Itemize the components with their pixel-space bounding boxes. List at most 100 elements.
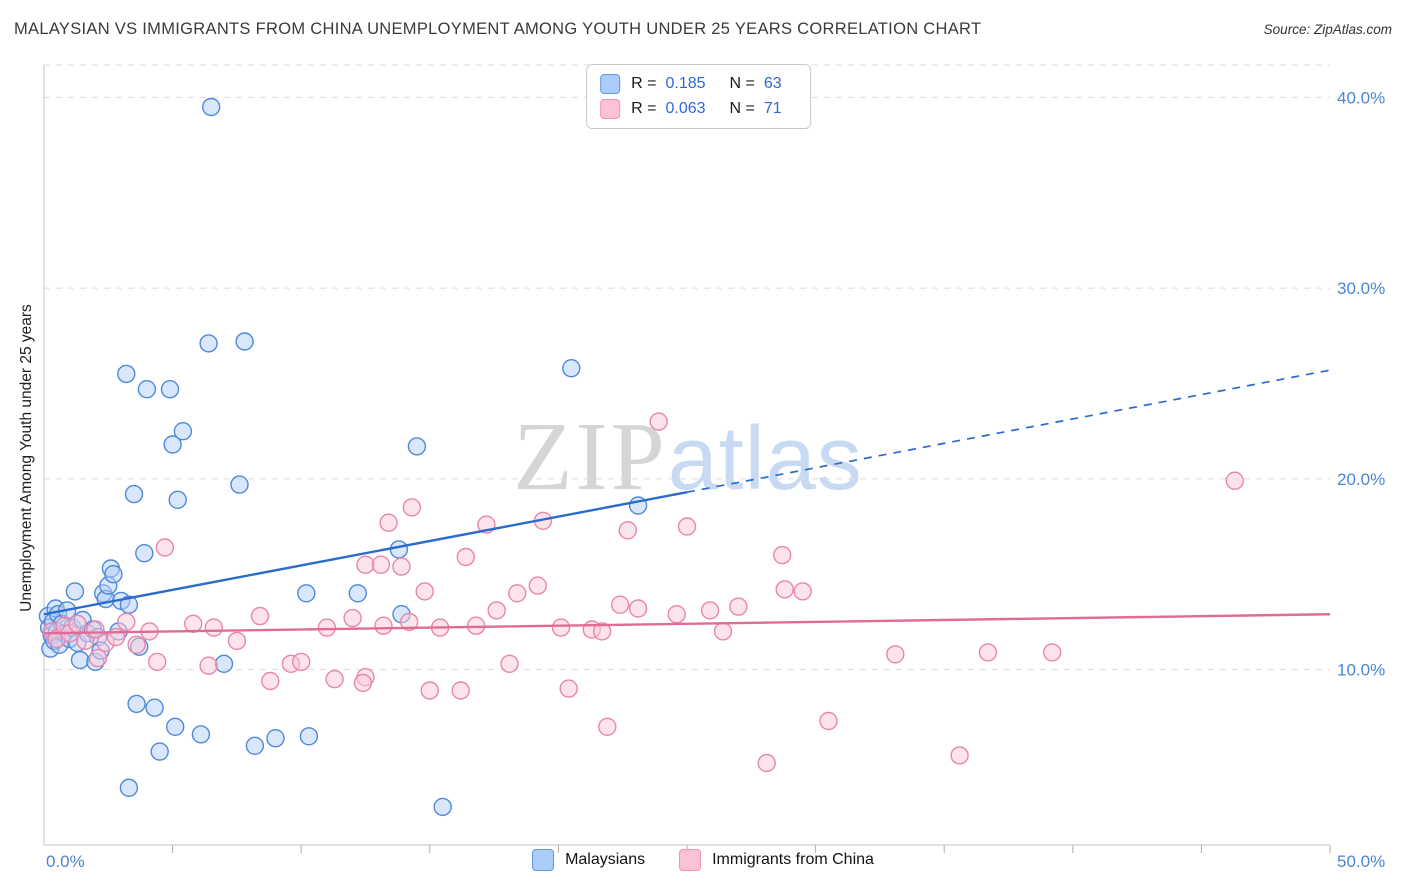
point-immigrants-from-china	[451, 681, 470, 700]
point-immigrants-from-china	[508, 584, 527, 603]
point-immigrants-from-china	[677, 517, 697, 536]
point-malaysians	[135, 544, 154, 563]
point-immigrants-from-china	[592, 622, 612, 641]
point-malaysians	[124, 484, 144, 504]
point-immigrants-from-china	[559, 679, 578, 698]
point-immigrants-from-china	[261, 671, 280, 691]
point-immigrants-from-china	[147, 652, 167, 672]
malaysians-swatch-icon	[532, 849, 555, 871]
legend-label: Malaysians	[565, 851, 646, 868]
point-malaysians	[127, 694, 146, 714]
source-credit: Source: ZipAtlas.com	[1264, 22, 1392, 37]
point-immigrants-from-china	[88, 648, 108, 668]
point-immigrants-from-china	[155, 538, 175, 557]
point-malaysians	[199, 334, 218, 353]
point-immigrants-from-china	[392, 557, 411, 576]
point-immigrants-from-china	[292, 652, 311, 672]
point-immigrants-from-china	[415, 582, 434, 601]
source-label: Source:	[1263, 22, 1311, 37]
point-immigrants-from-china	[456, 547, 475, 567]
point-immigrants-from-china	[371, 555, 391, 574]
point-immigrants-from-china	[713, 622, 733, 641]
legend-item-immigrants: Immigrants from China	[679, 849, 874, 871]
point-immigrants-from-china	[528, 576, 547, 595]
point-immigrants-from-china	[250, 606, 270, 626]
point-malaysians	[160, 380, 180, 399]
point-malaysians	[266, 729, 285, 748]
point-malaysians	[173, 422, 193, 441]
point-immigrants-from-china	[700, 601, 720, 620]
legend-row-malaysians: R = 0.185 N = 63	[600, 74, 792, 94]
y-tick-label: 10.0%	[1337, 661, 1385, 680]
point-immigrants-from-china	[775, 580, 794, 599]
point-immigrants-from-china	[773, 545, 792, 565]
point-immigrants-from-china	[356, 555, 375, 574]
point-immigrants-from-china	[1042, 643, 1062, 662]
legend-label: Immigrants from China	[712, 851, 874, 868]
chart-title: MALAYSIAN VS IMMIGRANTS FROM CHINA UNEMP…	[14, 20, 982, 38]
point-malaysians	[163, 435, 182, 454]
point-malaysians	[119, 778, 139, 797]
malaysians-swatch-icon	[600, 74, 621, 94]
point-malaysians	[65, 582, 85, 601]
legend-row-immigrants: R = 0.063 N = 71	[600, 99, 792, 119]
point-immigrants-from-china	[204, 618, 224, 637]
trend-line-immigrants-from-china	[43, 613, 1331, 635]
immigrants-swatch-icon	[679, 849, 702, 871]
source-site: ZipAtlas.com	[1313, 22, 1392, 37]
point-malaysians	[70, 650, 90, 670]
point-immigrants-from-china	[183, 614, 203, 633]
point-malaysians	[348, 584, 367, 603]
point-immigrants-from-china	[610, 595, 630, 614]
watermark: ZIPatlas	[513, 401, 863, 512]
point-malaysians	[201, 97, 221, 117]
point-immigrants-from-china	[500, 654, 519, 673]
legend-item-malaysians: Malaysians	[532, 849, 645, 871]
point-immigrants-from-china	[353, 673, 373, 693]
trend-line-extrapolated-malaysians	[686, 369, 1331, 494]
point-immigrants-from-china	[628, 599, 648, 618]
point-malaysians	[235, 332, 254, 351]
point-immigrants-from-china	[343, 608, 362, 628]
n-label: N =	[729, 100, 755, 117]
point-immigrants-from-china	[227, 631, 247, 651]
point-malaysians	[433, 797, 452, 817]
r-label: R =	[631, 75, 657, 92]
r-label: R =	[631, 100, 657, 117]
point-immigrants-from-china	[950, 746, 969, 765]
point-malaysians	[137, 380, 157, 399]
n-value: 63	[763, 75, 782, 92]
point-immigrants-from-china	[793, 582, 812, 601]
r-value: 0.185	[665, 75, 706, 92]
point-immigrants-from-china	[317, 618, 337, 637]
point-malaysians	[230, 475, 249, 494]
point-immigrants-from-china	[379, 513, 398, 532]
point-malaysians	[168, 490, 187, 509]
point-malaysians	[389, 540, 409, 559]
series-legend: Malaysians Immigrants from China	[0, 849, 1406, 871]
point-immigrants-from-china	[68, 614, 87, 633]
x-axis-min-label: 0.0%	[46, 852, 85, 871]
point-malaysians	[214, 654, 234, 673]
point-immigrants-from-china	[374, 616, 393, 635]
immigrants-swatch-icon	[600, 99, 621, 119]
point-immigrants-from-china	[819, 711, 838, 731]
correlation-legend: R = 0.185 N = 63 R = 0.063 N = 71	[586, 64, 811, 129]
x-axis-max-label: 50.0%	[1337, 852, 1386, 871]
watermark-zip: ZIP	[513, 403, 668, 511]
point-immigrants-from-china	[325, 669, 344, 689]
y-tick-label: 40.0%	[1337, 88, 1385, 107]
point-immigrants-from-china	[667, 605, 686, 624]
point-immigrants-from-china	[978, 643, 998, 662]
r-value: 0.063	[665, 100, 706, 117]
point-malaysians	[191, 725, 211, 744]
point-malaysians	[407, 437, 427, 456]
point-immigrants-from-china	[649, 412, 668, 431]
point-malaysians	[245, 736, 265, 755]
trend-line-malaysians	[43, 491, 688, 616]
point-malaysians	[165, 717, 185, 736]
point-immigrants-from-china	[1225, 471, 1245, 490]
point-immigrants-from-china	[551, 618, 571, 637]
point-malaysians	[297, 584, 316, 603]
